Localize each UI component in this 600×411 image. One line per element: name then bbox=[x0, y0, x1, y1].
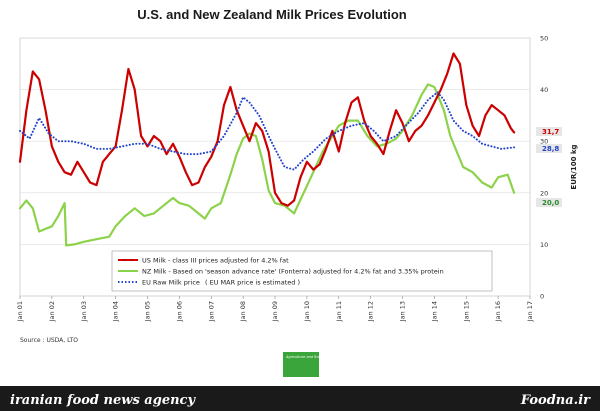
footer-left-text: iranian food news agency bbox=[10, 393, 196, 408]
y-axis-label: EUR/100 kg bbox=[570, 144, 578, 189]
x-tick-label: Jan 12 bbox=[367, 301, 375, 322]
x-tick-label: Jan 15 bbox=[462, 301, 470, 322]
end-label-nz-text: 20,0 bbox=[542, 199, 559, 207]
x-tick-label: Jan 07 bbox=[207, 301, 215, 322]
end-label-us-text: 31,7 bbox=[542, 128, 559, 136]
y-axis-ticks: 0 10 20 30 40 50 bbox=[540, 35, 548, 301]
y-tick-label: 50 bbox=[540, 35, 548, 43]
footer-banner bbox=[0, 386, 600, 411]
end-label-eu-text: 28,8 bbox=[542, 145, 559, 153]
end-label-eu: 28,8 bbox=[536, 144, 562, 153]
series-line-2 bbox=[19, 91, 516, 171]
y-tick-label: 20 bbox=[540, 189, 548, 197]
x-tick-label: Jan 04 bbox=[112, 301, 120, 322]
x-tick-label: Jan 14 bbox=[430, 301, 438, 322]
x-tick-label: Jan 01 bbox=[16, 301, 24, 322]
x-tick-label: Jan 11 bbox=[335, 301, 343, 322]
x-tick-label: Jan 03 bbox=[80, 301, 88, 322]
legend: US Milk - class III prices adjusted for … bbox=[111, 250, 493, 292]
agriculture-logo: Agriculture and Rural Development bbox=[283, 352, 349, 377]
series-line-0 bbox=[18, 52, 516, 207]
x-tick-label: Jan 05 bbox=[144, 301, 152, 322]
chart-title: U.S. and New Zealand Milk Prices Evoluti… bbox=[137, 7, 407, 22]
legend-box bbox=[111, 250, 493, 292]
legend-label-nz: NZ Milk - Based on 'season advance rate'… bbox=[142, 268, 444, 276]
logo-box bbox=[283, 352, 319, 377]
x-tick-label: Jan 09 bbox=[271, 301, 279, 322]
x-tick-label: Jan 16 bbox=[494, 301, 502, 322]
end-label-us-box bbox=[536, 127, 562, 136]
x-axis-ticks: Jan 01 Jan 02 Jan 03 Jan 04 Jan 05 Jan 06 Jan … bbox=[16, 296, 534, 322]
y-tick-label: 40 bbox=[540, 86, 548, 94]
footer-right-text: Foodna.ir bbox=[520, 393, 591, 408]
y-tick-label: 30 bbox=[540, 138, 548, 146]
y-tick-label: 10 bbox=[540, 241, 548, 249]
source-note: Source : USDA, LTO bbox=[20, 337, 78, 344]
end-label-nz: 20,0 bbox=[536, 198, 562, 207]
legend-label-us: US Milk - class III prices adjusted for … bbox=[142, 257, 289, 265]
x-tick-label: Jan 17 bbox=[526, 301, 534, 322]
end-label-us: 31,7 bbox=[536, 127, 562, 136]
y-tick-label: 0 bbox=[540, 293, 544, 301]
x-tick-label: Jan 08 bbox=[239, 301, 247, 322]
x-tick-label: Jan 06 bbox=[175, 301, 183, 322]
logo-text: Agriculture and Rural Development bbox=[285, 355, 349, 359]
x-tick-label: Jan 10 bbox=[303, 301, 311, 322]
legend-label-eu: EU Raw Milk price bbox=[142, 279, 200, 287]
end-label-nz-box bbox=[536, 198, 562, 207]
x-tick-label: Jan 02 bbox=[48, 301, 56, 322]
x-tick-label: Jan 13 bbox=[399, 301, 407, 322]
series-layer bbox=[18, 52, 516, 247]
legend-note: ( EU MAR price is estimated ) bbox=[205, 279, 300, 287]
series-line-1 bbox=[18, 83, 516, 247]
end-label-eu-box bbox=[536, 144, 562, 153]
